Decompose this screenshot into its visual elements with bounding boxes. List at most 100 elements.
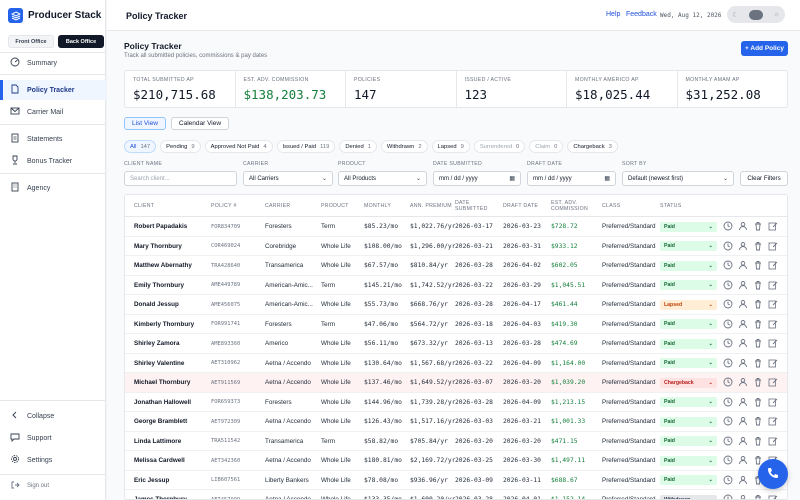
user-icon[interactable] — [738, 475, 748, 487]
trash-icon[interactable] — [753, 455, 763, 467]
clock-icon[interactable] — [723, 260, 733, 272]
trash-icon[interactable] — [753, 494, 763, 499]
sign-out-button[interactable]: Sign out — [0, 476, 106, 496]
nav-item-agency[interactable]: Agency — [0, 178, 106, 198]
user-icon[interactable] — [738, 358, 748, 370]
user-icon[interactable] — [738, 280, 748, 292]
user-icon[interactable] — [738, 436, 748, 448]
status-badge[interactable]: Paid ⌄ — [660, 319, 717, 329]
trash-icon[interactable] — [753, 377, 763, 389]
table-row[interactable]: Eric Jessup LIB607561 Liberty Bankers Whole… — [125, 471, 787, 490]
edit-icon[interactable] — [768, 299, 778, 311]
edit-icon[interactable] — [768, 436, 778, 448]
edit-icon[interactable] — [768, 358, 778, 370]
cell-status[interactable]: Paid ⌄ — [660, 237, 722, 256]
status-badge[interactable]: Paid ⌄ — [660, 280, 717, 290]
table-row[interactable]: Mary Thornbury COR469024 Corebridge Whole L… — [125, 237, 787, 256]
cell-status[interactable]: Paid ⌄ — [660, 412, 722, 431]
cell-status[interactable]: Withdrawn ⌄ — [660, 490, 722, 499]
nav-item-collapse[interactable]: Collapse — [0, 406, 106, 426]
table-row[interactable]: Kimberly Thornbury FOR991741 Foresters Term… — [125, 315, 787, 334]
trash-icon[interactable] — [753, 260, 763, 272]
add-policy-button[interactable]: + Add Policy — [741, 41, 788, 56]
table-row[interactable]: Shirley Valentine AET310962 Aetna / Accend… — [125, 354, 787, 373]
cell-status[interactable]: Chargeback ⌄ — [660, 373, 722, 392]
trash-icon[interactable] — [753, 221, 763, 233]
nav-item-summary[interactable]: Summary — [0, 53, 106, 73]
edit-icon[interactable] — [768, 221, 778, 233]
user-icon[interactable] — [738, 319, 748, 331]
cell-status[interactable]: Paid ⌄ — [660, 217, 722, 236]
cell-status[interactable]: Paid ⌄ — [660, 276, 722, 295]
clock-icon[interactable] — [723, 475, 733, 487]
status-badge[interactable]: Lapsed ⌄ — [660, 299, 717, 310]
edit-icon[interactable] — [768, 494, 778, 499]
trash-icon[interactable] — [753, 319, 763, 331]
nav-item-policy-tracker[interactable]: Policy Tracker — [0, 80, 106, 100]
cell-status[interactable]: Paid ⌄ — [660, 432, 722, 451]
user-icon[interactable] — [738, 377, 748, 389]
brand[interactable]: Producer Stack — [8, 8, 101, 23]
column-header-policy[interactable]: Policy # — [211, 202, 237, 209]
user-icon[interactable] — [738, 221, 748, 233]
cell-status[interactable]: Paid ⌄ — [660, 354, 722, 373]
edit-icon[interactable] — [768, 319, 778, 331]
cell-status[interactable]: Paid ⌄ — [660, 334, 722, 353]
feedback-link[interactable]: Feedback — [626, 11, 657, 18]
trash-icon[interactable] — [753, 280, 763, 292]
clock-icon[interactable] — [723, 319, 733, 331]
status-badge[interactable]: Paid ⌄ — [660, 241, 717, 251]
help-link[interactable]: Help — [606, 11, 621, 18]
trash-icon[interactable] — [753, 436, 763, 448]
status-badge[interactable]: Paid ⌄ — [660, 221, 717, 232]
status-filter-chargeback[interactable]: Chargeback 3 — [567, 140, 618, 153]
clock-icon[interactable] — [723, 494, 733, 499]
user-icon[interactable] — [738, 397, 748, 409]
status-badge[interactable]: Paid ⌄ — [660, 338, 717, 349]
status-filter-withdrawn[interactable]: Withdrawn 2 — [380, 140, 428, 153]
call-button[interactable] — [758, 459, 788, 489]
clear-filters-button[interactable]: Clear Filters — [740, 171, 788, 186]
edit-icon[interactable] — [768, 338, 778, 350]
edit-icon[interactable] — [768, 280, 778, 292]
status-filter-issued-paid[interactable]: Issued / Paid 119 — [276, 140, 336, 153]
clock-icon[interactable] — [723, 416, 733, 428]
column-header-client[interactable]: Client — [134, 202, 155, 209]
table-row[interactable]: George Bramblett AET972309 Aetna / Accendo… — [125, 412, 787, 432]
user-icon[interactable] — [738, 494, 748, 499]
tab-list-view[interactable]: List View — [124, 117, 166, 130]
user-icon[interactable] — [738, 260, 748, 272]
status-badge[interactable]: Paid ⌄ — [660, 455, 717, 466]
table-row[interactable]: Donald Jessup AME456075 American-Amic... Wh… — [125, 295, 787, 315]
nav-item-settings[interactable]: Settings — [0, 450, 106, 470]
nav-item-statements[interactable]: Statements — [0, 129, 106, 149]
carrier-select[interactable]: All Carriers ⌄ — [243, 171, 333, 186]
user-icon[interactable] — [738, 455, 748, 467]
clock-icon[interactable] — [723, 436, 733, 448]
date-submitted-input[interactable]: mm / dd / yyyy ▦ — [433, 171, 521, 186]
trash-icon[interactable] — [753, 358, 763, 370]
trash-icon[interactable] — [753, 338, 763, 350]
column-header-submitted[interactable]: Date Submitted — [455, 199, 488, 213]
status-badge[interactable]: Paid ⌄ — [660, 475, 717, 485]
nav-item-carrier-mail[interactable]: Carrier Mail — [0, 102, 106, 122]
status-filter-claim[interactable]: Claim 0 — [529, 140, 564, 153]
column-header-product[interactable]: Product — [321, 202, 349, 209]
status-badge[interactable]: Paid ⌄ — [660, 397, 717, 407]
column-header-commission[interactable]: Est. Adv. Commission — [551, 199, 589, 213]
clock-icon[interactable] — [723, 397, 733, 409]
status-filter-all[interactable]: All 147 — [124, 140, 157, 153]
status-filter-approved-not-paid[interactable]: Approved Not Paid 4 — [204, 140, 273, 153]
cell-status[interactable]: Paid ⌄ — [660, 315, 722, 334]
status-filter-denied[interactable]: Denied 1 — [339, 140, 377, 153]
clock-icon[interactable] — [723, 221, 733, 233]
tab-calendar-view[interactable]: Calendar View — [170, 117, 230, 130]
nav-item-support[interactable]: Support — [0, 428, 106, 448]
status-badge[interactable]: Withdrawn ⌄ — [660, 494, 717, 499]
user-icon[interactable] — [738, 338, 748, 350]
column-header-class[interactable]: Class — [602, 202, 621, 209]
clock-icon[interactable] — [723, 455, 733, 467]
front-office-button[interactable]: Front Office — [8, 35, 54, 48]
status-badge[interactable]: Paid ⌄ — [660, 260, 717, 271]
cell-status[interactable]: Paid ⌄ — [660, 393, 722, 412]
